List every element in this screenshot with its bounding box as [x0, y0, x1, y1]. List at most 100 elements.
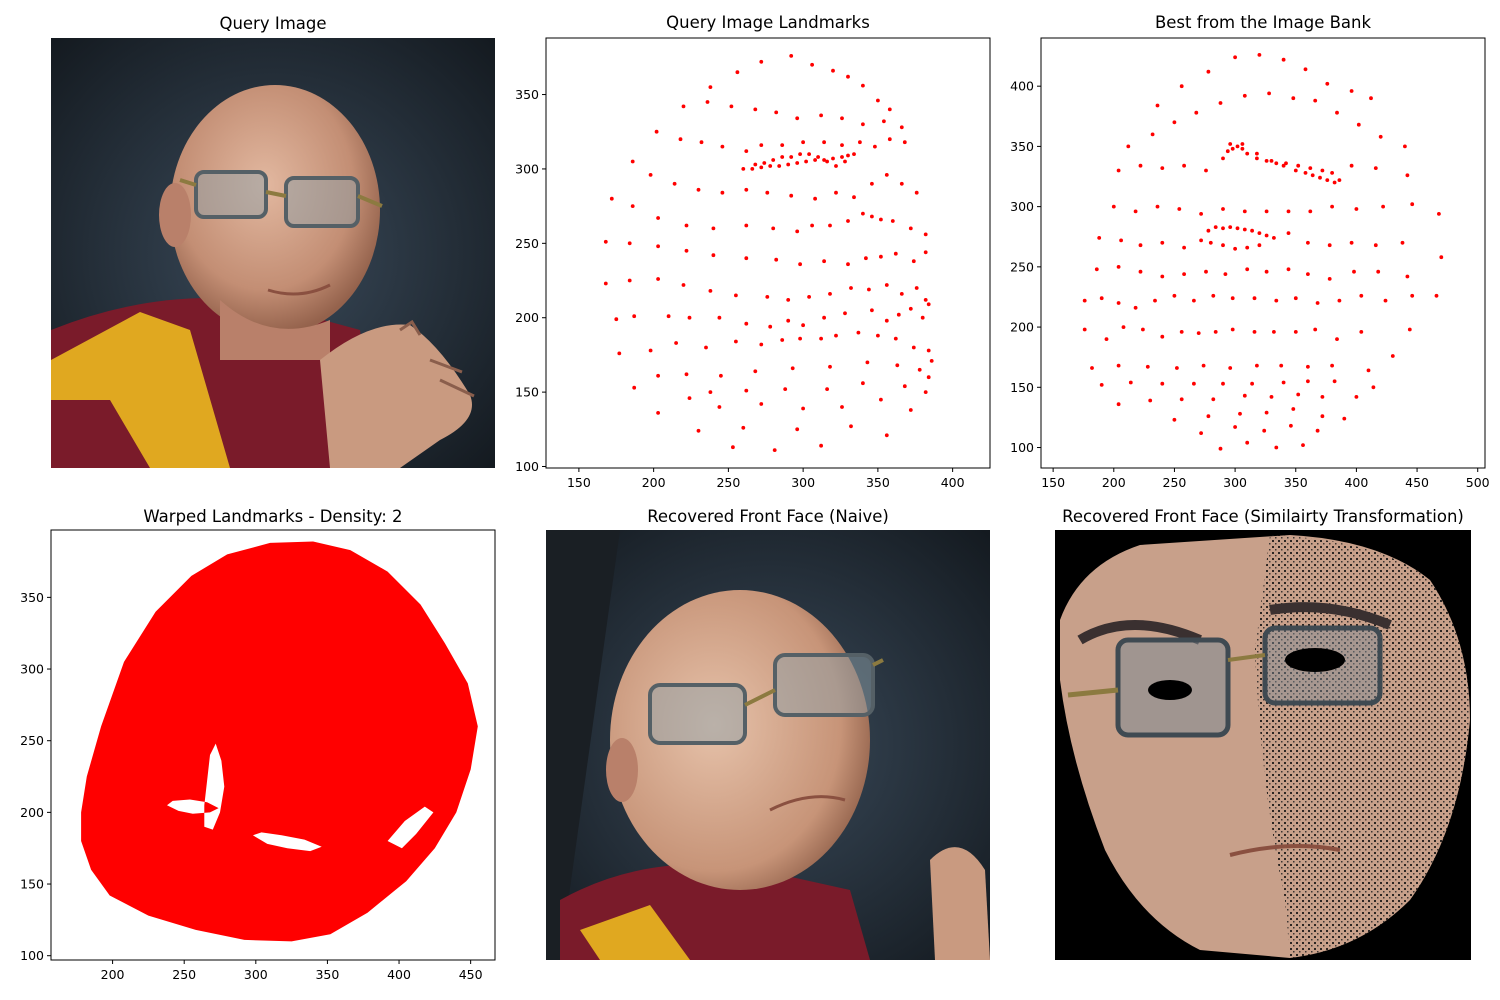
bank-landmark-point: [1090, 366, 1094, 370]
query-landmark-point: [822, 140, 826, 144]
query-landmark-point: [840, 116, 844, 120]
bank-landmark-point: [1202, 364, 1206, 368]
bank-landmarks-xtick-label: 400: [1344, 475, 1368, 490]
query-landmark-point: [798, 337, 802, 341]
query-landmark-point: [777, 164, 781, 168]
bank-landmark-point: [1209, 241, 1213, 245]
bank-landmark-point: [1359, 294, 1363, 298]
bank-landmark-point: [1372, 385, 1376, 389]
query-landmark-point: [903, 384, 907, 388]
bank-landmark-point: [1100, 296, 1104, 300]
query-landmark-point: [843, 160, 847, 164]
query-landmark-point: [759, 143, 763, 147]
query-landmark-point: [924, 390, 928, 394]
query-landmark-point: [795, 116, 799, 120]
bank-landmark-point: [1374, 243, 1378, 247]
query-landmark-point: [780, 155, 784, 159]
query-landmark-point: [753, 163, 757, 167]
bank-landmark-point: [1274, 446, 1278, 450]
query-landmark-point: [870, 182, 874, 186]
query-landmark-point: [825, 160, 829, 164]
query-landmarks-ytick-label: 100: [515, 459, 539, 474]
bank-landmark-points: [1083, 53, 1443, 451]
query-landmark-point: [688, 396, 692, 400]
bank-landmark-point: [1139, 164, 1143, 168]
bank-landmarks-xtick-label: 250: [1163, 475, 1187, 490]
bank-landmark-point: [1146, 365, 1150, 369]
bank-landmark-point: [1296, 164, 1300, 168]
bank-landmark-point: [1287, 231, 1291, 235]
query-landmark-point: [795, 230, 799, 234]
bank-landmark-point: [1243, 394, 1247, 398]
bank-landmarks-xtick-label: 300: [1223, 475, 1247, 490]
bank-landmark-point: [1321, 395, 1325, 399]
query-landmarks-xtick-label: 400: [941, 475, 965, 490]
bank-landmark-point: [1180, 397, 1184, 401]
query-landmark-point: [759, 343, 763, 347]
bank-landmarks-frame: [1041, 38, 1485, 468]
bank-landmarks-xtick-label: 350: [1284, 475, 1308, 490]
query-landmark-point: [617, 352, 621, 356]
warped-landmarks-ytick-label: 100: [20, 948, 44, 963]
query-landmark-point: [789, 155, 793, 159]
panel-query-image: Query Image: [51, 14, 495, 468]
query-landmark-point: [610, 197, 614, 201]
query-landmark-point: [807, 152, 811, 156]
bank-landmark-point: [1342, 417, 1346, 421]
query-landmark-point: [783, 387, 787, 391]
bank-landmark-point: [1199, 212, 1203, 216]
query-landmark-point: [704, 346, 708, 350]
query-landmark-point: [888, 137, 892, 141]
bank-landmark-point: [1182, 164, 1186, 168]
query-landmark-point: [828, 365, 832, 369]
bank-landmark-point: [1274, 299, 1278, 303]
bank-landmark-point: [1328, 277, 1332, 281]
query-landmark-point: [744, 256, 748, 260]
bank-landmark-point: [1224, 272, 1228, 276]
bank-landmark-point: [1265, 210, 1269, 214]
bank-landmark-point: [1160, 166, 1164, 170]
bank-landmark-point: [1197, 331, 1201, 335]
bank-landmark-point: [1410, 202, 1414, 206]
query-landmark-point: [734, 340, 738, 344]
bank-landmark-point: [1272, 236, 1276, 240]
bank-landmark-point: [1265, 270, 1269, 274]
query-landmark-point: [879, 398, 883, 402]
query-landmark-point: [655, 130, 659, 134]
query-landmark-point: [831, 157, 835, 161]
query-landmark-point: [930, 359, 934, 363]
bank-landmark-point: [1262, 429, 1266, 433]
query-landmark-point: [807, 295, 811, 299]
query-landmark-point: [780, 143, 784, 147]
query-landmark-point: [924, 250, 928, 254]
warped-landmarks-xtick-label: 200: [101, 967, 125, 982]
bank-landmark-point: [1221, 226, 1225, 230]
query-landmark-point: [679, 137, 683, 141]
panel-query-landmarks: Query Image Landmarks 150 200 250 300 350 400…: [515, 13, 990, 490]
query-landmark-point: [674, 341, 678, 345]
bank-landmark-point: [1122, 325, 1126, 329]
query-landmark-point: [819, 337, 823, 341]
bank-landmark-ticks: 150 200 250 300 350 400 450 5001001502002503003…: [1010, 79, 1490, 490]
query-landmark-point: [656, 277, 660, 281]
query-landmark-point: [900, 182, 904, 186]
bank-landmark-point: [1350, 89, 1354, 93]
query-landmark-point: [927, 302, 931, 306]
query-landmark-point: [879, 255, 883, 259]
query-landmark-point: [801, 323, 805, 327]
bank-landmark-point: [1294, 296, 1298, 300]
query-landmark-point: [765, 295, 769, 299]
query-landmark-point: [786, 319, 790, 323]
bank-landmark-point: [1153, 299, 1157, 303]
bank-landmark-point: [1258, 53, 1262, 57]
bank-landmark-point: [1182, 246, 1186, 250]
query-landmark-point: [813, 158, 817, 162]
query-landmark-point: [915, 191, 919, 195]
query-landmark-point: [822, 259, 826, 263]
query-landmark-point: [789, 194, 793, 198]
query-landmarks-ytick-label: 150: [515, 385, 539, 400]
query-landmark-point: [921, 316, 925, 320]
bank-landmark-point: [1250, 229, 1254, 233]
bank-landmark-point: [1374, 166, 1378, 170]
query-landmark-point: [682, 283, 686, 287]
